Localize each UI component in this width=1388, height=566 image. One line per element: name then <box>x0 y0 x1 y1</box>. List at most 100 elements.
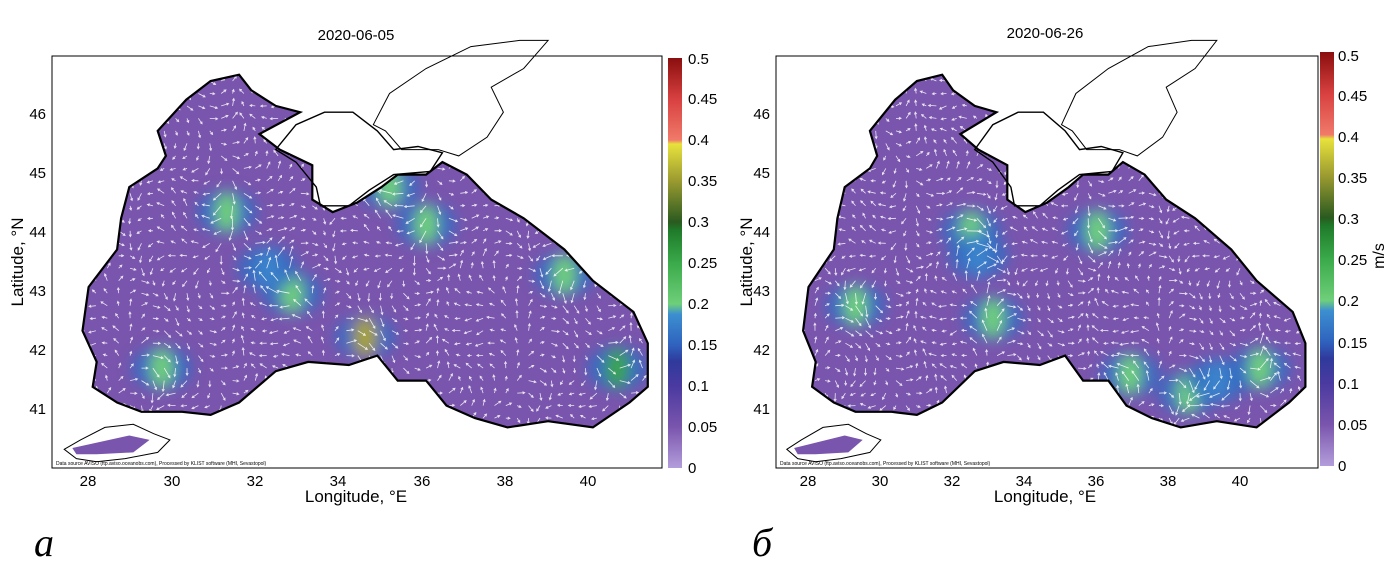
current-arrow <box>928 315 937 319</box>
current-arrow <box>939 127 947 132</box>
sea-background <box>803 74 1306 428</box>
current-arrow <box>1073 230 1079 237</box>
current-arrow <box>1088 267 1097 272</box>
current-arrow <box>867 405 876 409</box>
current-arrow <box>927 104 937 108</box>
current-arrow <box>500 349 507 356</box>
current-arrow <box>493 387 497 394</box>
current-arrow <box>487 341 495 345</box>
current-arrow <box>169 167 176 171</box>
current-arrow <box>944 385 948 394</box>
map-panel-b: 2020-06-26 28 30 32 34 36 38 40 41 42 43… <box>737 25 1388 565</box>
current-arrow <box>116 286 120 294</box>
current-arrow <box>940 92 947 96</box>
current-arrow <box>1061 242 1069 247</box>
current-arrow <box>855 317 862 327</box>
current-arrow <box>378 189 393 194</box>
panel-letter: а <box>34 520 54 565</box>
current-arrow <box>1086 218 1091 229</box>
current-arrow <box>920 113 927 119</box>
current-arrow <box>391 192 404 196</box>
current-arrow <box>186 118 190 124</box>
current-arrow <box>198 342 204 348</box>
current-arrow <box>951 117 957 121</box>
current-arrow <box>539 292 546 298</box>
current-arrow <box>855 355 858 362</box>
current-arrow <box>241 346 245 356</box>
current-arrow <box>220 392 226 401</box>
current-arrow <box>855 330 863 337</box>
current-arrow <box>1148 217 1155 221</box>
current-arrow <box>444 328 450 332</box>
current-arrow <box>385 209 393 219</box>
current-arrow <box>1148 205 1155 209</box>
current-arrow <box>1270 403 1277 408</box>
current-arrow <box>516 374 522 381</box>
current-arrow <box>1209 403 1220 407</box>
current-arrow <box>353 267 359 273</box>
current-arrow <box>1189 329 1197 333</box>
current-arrow <box>1168 301 1174 306</box>
current-arrow <box>136 230 142 234</box>
current-arrow <box>304 298 313 306</box>
current-arrow <box>363 240 370 244</box>
current-arrow <box>844 380 848 387</box>
current-arrow <box>895 116 902 120</box>
current-arrow <box>1158 265 1166 269</box>
current-arrow <box>406 230 415 235</box>
current-arrow <box>997 278 1007 282</box>
current-arrow <box>1030 254 1038 258</box>
current-arrow <box>1183 242 1190 246</box>
current-arrow <box>1186 393 1190 405</box>
current-arrow <box>241 312 245 319</box>
current-arrow <box>213 230 222 235</box>
current-arrow <box>209 143 213 152</box>
current-arrow <box>320 336 325 344</box>
current-arrow <box>1178 380 1187 389</box>
current-arrow <box>860 188 866 194</box>
current-arrow <box>870 179 876 183</box>
current-arrow <box>482 398 486 406</box>
current-arrow <box>300 261 305 269</box>
current-arrow <box>1026 293 1030 299</box>
current-arrow <box>1202 254 1210 258</box>
current-arrow <box>393 180 404 185</box>
current-arrow <box>1115 372 1119 381</box>
current-arrow <box>1077 267 1084 276</box>
current-arrow <box>1249 325 1257 331</box>
current-arrow <box>141 280 150 284</box>
current-arrow <box>486 315 495 319</box>
current-arrow <box>946 251 950 257</box>
current-arrow <box>901 218 907 225</box>
current-arrow <box>859 280 866 289</box>
current-arrow <box>186 305 190 313</box>
current-arrow <box>448 403 456 407</box>
current-arrow <box>564 267 575 272</box>
current-arrow <box>914 310 918 319</box>
colorbar: 0 0.05 0.1 0.15 0.2 0.25 0.3 0.35 0.4 0.… <box>668 51 717 477</box>
current-arrow <box>392 214 404 219</box>
current-arrow <box>475 353 484 358</box>
current-arrow <box>1158 255 1168 259</box>
current-arrow <box>194 201 199 207</box>
current-arrow <box>141 392 145 400</box>
current-arrow <box>1258 312 1262 319</box>
y-tick-label: 46 <box>29 106 46 123</box>
current-arrow <box>1078 366 1087 370</box>
current-arrow <box>459 249 464 256</box>
current-arrow <box>514 337 518 344</box>
speed-hotspot <box>966 235 991 276</box>
current-arrow <box>216 180 222 188</box>
current-arrow <box>291 314 302 319</box>
current-arrow <box>882 168 887 176</box>
current-arrow <box>946 215 955 219</box>
current-arrow <box>966 191 976 195</box>
current-arrow <box>1209 392 1220 398</box>
current-arrow <box>539 315 546 319</box>
current-arrow <box>916 404 921 408</box>
current-arrow <box>1259 289 1265 294</box>
current-arrow <box>249 113 256 119</box>
current-arrow <box>191 179 199 183</box>
current-arrow <box>1022 214 1028 219</box>
current-arrow <box>277 227 288 232</box>
